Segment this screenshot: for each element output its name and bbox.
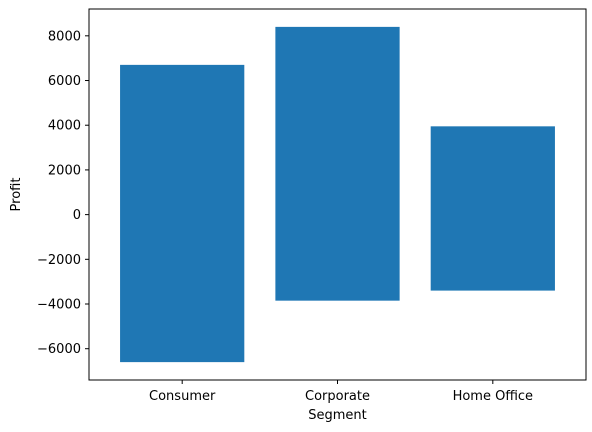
- bar-home-office: [430, 126, 555, 291]
- y-tick-label: 6000: [48, 74, 81, 89]
- x-axis-label: Segment: [308, 408, 367, 423]
- bars-group: [120, 26, 555, 363]
- y-tick-label: 0: [73, 208, 81, 223]
- x-tick-label: Corporate: [305, 389, 370, 404]
- y-tick-label: 8000: [48, 29, 81, 44]
- y-axis-label: Profit: [9, 178, 24, 212]
- bar-consumer: [120, 64, 245, 363]
- y-tick-label: 4000: [48, 119, 81, 134]
- y-tick-label: 2000: [48, 163, 81, 178]
- y-tick-label: −2000: [37, 253, 81, 268]
- x-tick-label: Home Office: [453, 389, 533, 404]
- y-ticks-group: −6000 −4000 −2000 0 2000 4000 6000 8000: [37, 29, 89, 357]
- bar-corporate: [275, 26, 400, 301]
- y-tick-label: −4000: [37, 298, 81, 313]
- y-tick-label: −6000: [37, 342, 81, 357]
- x-tick-label: Consumer: [149, 389, 216, 404]
- x-ticks-group: Consumer Corporate Home Office: [149, 380, 533, 404]
